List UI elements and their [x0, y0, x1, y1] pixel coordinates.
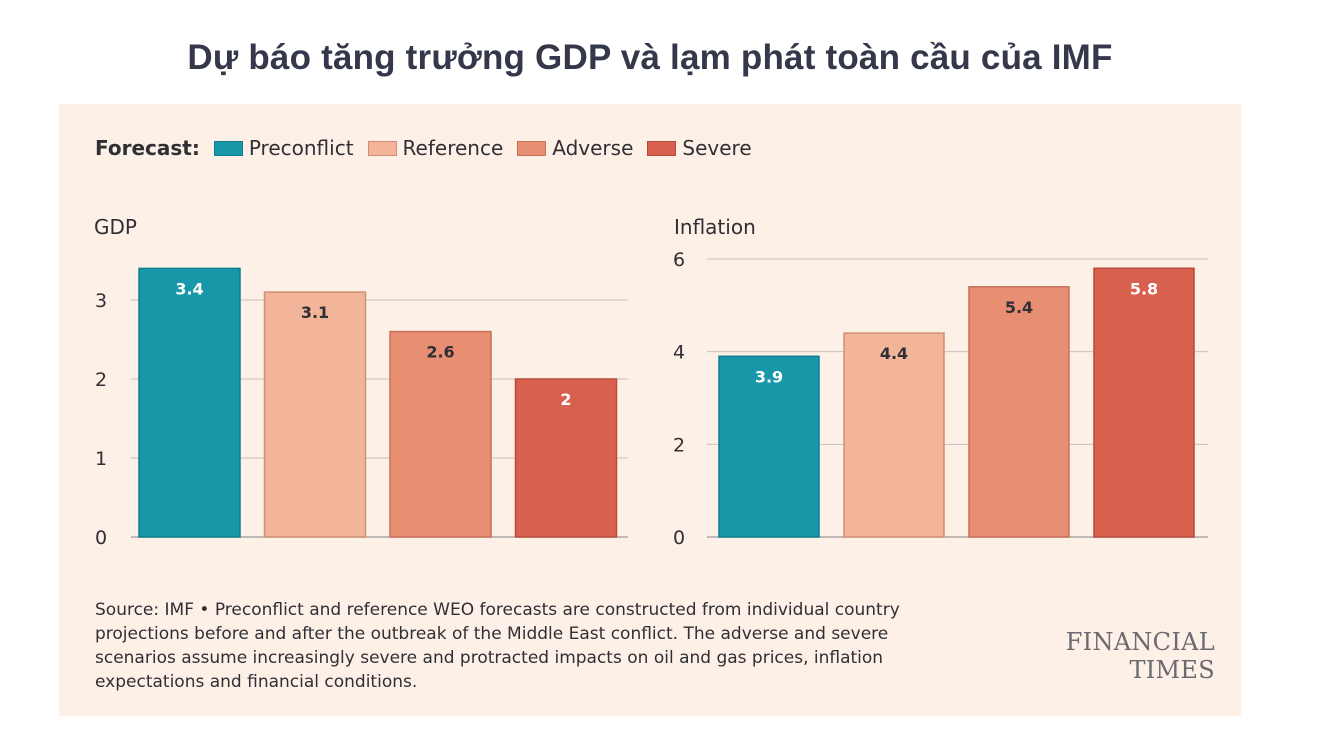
inflation-value-label-severe: 5.8 — [1130, 279, 1158, 298]
gdp-bar-adverse — [389, 330, 492, 538]
gdp-y-tick-0: 0 — [95, 527, 107, 549]
financial-times-logo: FINANCIAL TIMES — [1065, 628, 1215, 684]
gdp-value-label-preconflict: 3.4 — [175, 279, 203, 298]
inflation-chart-title: Inflation — [674, 215, 756, 239]
inflation-value-label-adverse: 5.4 — [1005, 298, 1033, 317]
inflation-y-tick-2: 2 — [673, 434, 685, 456]
inflation-value-label-preconflict: 3.9 — [755, 367, 783, 386]
legend-label-adverse: Adverse — [552, 136, 634, 160]
legend-swatch-preconflict — [213, 140, 243, 156]
legend-swatch-adverse — [517, 140, 547, 156]
legend-swatch-reference — [367, 140, 397, 156]
gdp-bar-reference — [263, 291, 367, 538]
legend-swatch-severe — [647, 140, 677, 156]
legend-item-severe: Severe — [647, 136, 752, 160]
inflation-bar-adverse — [968, 286, 1070, 538]
legend-label-preconflict: Preconflict — [248, 136, 354, 160]
inflation-bar-chart: 0 2 4 6 3.9 4.4 5.4 5.8 — [673, 249, 1208, 549]
gdp-y-tick-3: 3 — [95, 290, 107, 312]
gdp-bar-preconflict — [138, 267, 241, 538]
gdp-y-tick-2: 2 — [95, 369, 107, 391]
inflation-bar-reference — [843, 332, 945, 538]
gdp-y-tick-1: 1 — [95, 448, 107, 470]
legend-item-reference: Reference — [367, 136, 504, 160]
legend-label-reference: Reference — [402, 136, 504, 160]
legend-item-adverse: Adverse — [517, 136, 633, 160]
gdp-value-label-adverse: 2.6 — [426, 343, 454, 362]
inflation-y-tick-4: 4 — [673, 342, 685, 364]
gdp-bar-severe — [514, 378, 618, 538]
legend-item-preconflict: Preconflict — [213, 136, 354, 160]
page-title: Dự báo tăng trưởng GDP và lạm phát toàn … — [187, 38, 1113, 77]
inflation-bar-severe — [1093, 267, 1195, 538]
gdp-value-label-reference: 3.1 — [301, 303, 329, 322]
inflation-y-tick-6: 6 — [673, 249, 685, 271]
gdp-value-label-severe: 2 — [560, 390, 571, 409]
legend-title: Forecast: — [95, 136, 200, 160]
gdp-bar-chart: 0 1 2 3 3.4 3.1 2.6 2 — [95, 267, 628, 549]
inflation-y-tick-0: 0 — [673, 527, 685, 549]
legend-label-severe: Severe — [682, 136, 752, 160]
inflation-bar-preconflict — [718, 355, 820, 538]
source-note: Source: IMF • Preconflict and reference … — [95, 600, 900, 692]
legend: Forecast: Preconflict Reference Adverse … — [95, 136, 766, 160]
gdp-chart-title: GDP — [94, 215, 137, 239]
chart-panel: Forecast: Preconflict Reference Adverse … — [59, 104, 1241, 716]
inflation-value-label-reference: 4.4 — [880, 344, 908, 363]
